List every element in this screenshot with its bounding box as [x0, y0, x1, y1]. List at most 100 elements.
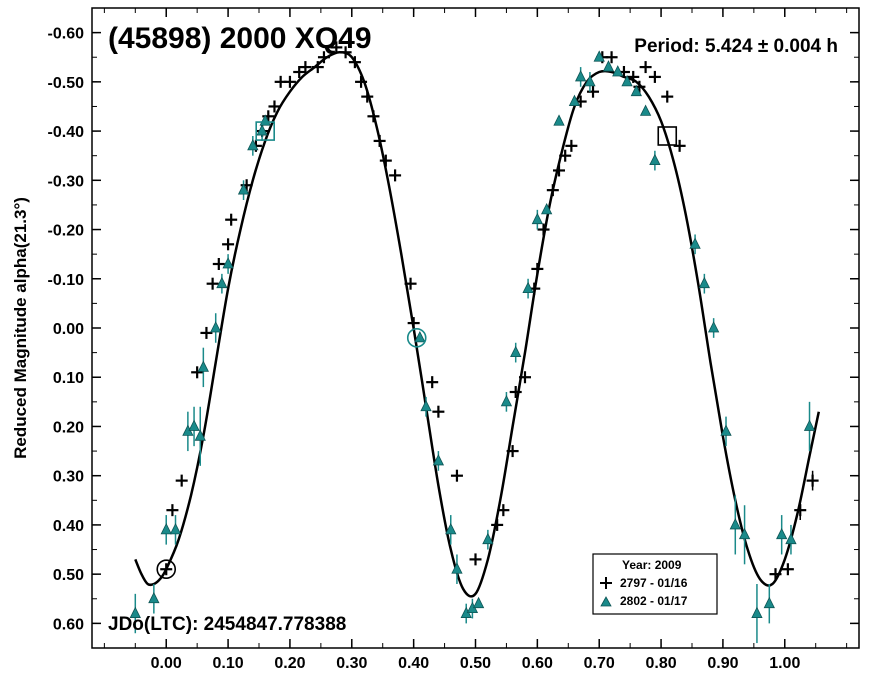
x-tick-label: 0.90: [707, 655, 738, 672]
x-tick-label: 0.80: [645, 655, 676, 672]
point-2802: [621, 74, 633, 87]
point-2797: [225, 213, 238, 226]
point-2802: [148, 591, 160, 604]
point-2802: [256, 124, 268, 136]
x-tick-label: 0.70: [584, 655, 615, 672]
point-2802: [785, 532, 797, 545]
point-2797: [212, 258, 225, 270]
x-tick-label: 0.20: [274, 655, 305, 672]
y-tick-label: 0.20: [53, 419, 84, 436]
point-2797: [627, 70, 640, 83]
point-2797: [546, 184, 559, 197]
legend-entry-2802: 2802 - 01/17: [620, 594, 688, 608]
point-2797: [367, 110, 380, 123]
point-2797: [268, 100, 281, 113]
x-tick-label: 0.10: [213, 655, 244, 672]
point-2797: [806, 474, 819, 487]
point-2797: [587, 85, 600, 98]
point-2797: [407, 317, 420, 330]
point-2797: [206, 277, 219, 290]
point-2797: [389, 169, 402, 182]
y-tick-label: -0.60: [48, 26, 85, 43]
point-2797: [311, 61, 324, 74]
point-2797: [648, 70, 661, 83]
point-2802: [568, 94, 581, 106]
point-2802: [510, 345, 522, 358]
point-2802: [584, 74, 596, 87]
point-2802: [210, 321, 222, 333]
x-tick-label: 0.60: [522, 655, 553, 672]
point-2797: [293, 66, 306, 78]
point-2802: [420, 399, 432, 412]
point-2797: [348, 56, 361, 69]
y-tick-label: 0.60: [53, 616, 84, 633]
point-2802: [707, 321, 720, 333]
y-tick-label: 0.50: [53, 567, 84, 584]
y-tick-label: 0.40: [53, 518, 84, 535]
point-2802: [540, 202, 553, 215]
point-2802: [414, 330, 426, 343]
point-2797: [518, 371, 531, 384]
data-points-layer: [129, 41, 819, 644]
point-2797: [166, 504, 179, 517]
point-2797: [222, 238, 235, 251]
annotation-square: [255, 121, 275, 141]
point-2797: [191, 366, 204, 379]
point-2797: [553, 164, 566, 177]
point-2802: [751, 606, 763, 618]
point-2797: [673, 139, 686, 152]
point-2802: [129, 606, 141, 618]
point-2797: [781, 563, 794, 576]
point-2797: [605, 51, 618, 64]
point-2802: [500, 394, 513, 407]
point-2797: [361, 90, 374, 103]
point-2802: [222, 257, 234, 269]
point-2802: [216, 276, 228, 289]
legend-box: [592, 553, 718, 615]
x-tick-label: 0.50: [460, 655, 491, 672]
point-2802: [432, 454, 445, 466]
point-2797: [537, 223, 550, 236]
point-2802: [247, 138, 259, 151]
point-2802: [451, 562, 463, 574]
point-2802: [649, 153, 661, 166]
point-2802: [445, 522, 457, 535]
point-2802: [639, 104, 652, 116]
y-tick-label: -0.40: [48, 124, 85, 141]
point-2797: [509, 386, 522, 398]
point-2802: [776, 527, 788, 540]
point-2797: [200, 326, 213, 339]
point-2797: [559, 149, 572, 162]
legend: Year: 2009 2797 - 01/16 2802 - 01/17: [592, 553, 718, 615]
point-2802: [472, 596, 485, 609]
point-2797: [373, 134, 386, 147]
point-2802: [169, 522, 182, 535]
point-2797: [299, 61, 312, 74]
point-2797: [317, 51, 330, 64]
point-2797: [565, 139, 578, 152]
point-2802: [729, 518, 741, 530]
point-2802: [575, 70, 587, 82]
point-2797: [506, 445, 519, 458]
y-tick-label: 0.10: [53, 370, 84, 387]
y-tick-label: -0.30: [48, 173, 85, 190]
point-2797: [794, 504, 807, 517]
point-2802: [612, 65, 624, 77]
legend-entry-2797: 2797 - 01/16: [620, 576, 688, 590]
epoch-label: JDo(LTC): 2454847.778388: [108, 614, 346, 635]
period-label: Period: 5.424 ± 0.004 h: [634, 36, 838, 57]
point-2797: [355, 75, 368, 88]
x-tick-label: 1.00: [769, 655, 800, 672]
point-2802: [689, 237, 701, 249]
axis-ticks: 0.00 0.10 0.20 0.30 0.40 0.50 0.60 0.70 0.80 0.90…: [48, 7, 859, 672]
point-2802: [763, 596, 775, 609]
point-2802: [803, 419, 816, 431]
legend-plus-marker: [600, 577, 612, 589]
point-2802: [553, 114, 565, 126]
y-tick-label: -0.20: [48, 223, 85, 240]
point-2797: [283, 75, 296, 88]
annotation-square: [657, 126, 678, 146]
point-2797: [175, 474, 188, 487]
fit-curve: [134, 51, 821, 598]
